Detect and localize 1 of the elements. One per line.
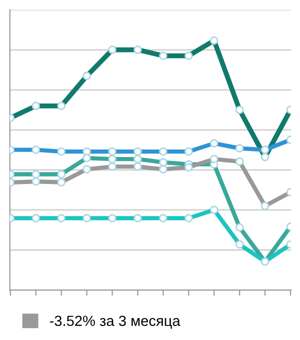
legend-label: -3.52% за 3 месяца bbox=[50, 316, 180, 329]
